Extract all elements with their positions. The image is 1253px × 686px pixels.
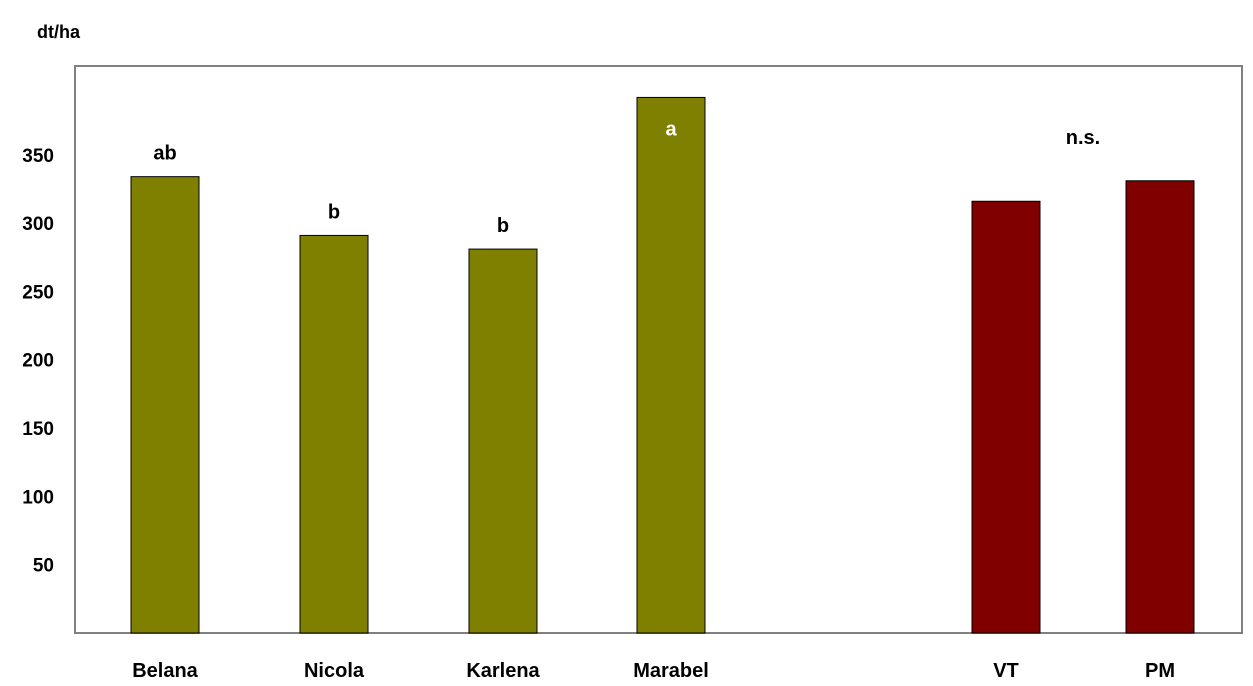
bar-pm xyxy=(1125,180,1195,634)
significance-label: ab xyxy=(153,143,176,165)
y-tick-label: 200 xyxy=(22,351,54,372)
category-label: Belana xyxy=(132,660,198,682)
y-tick-label: 350 xyxy=(22,146,54,167)
bar-nicola xyxy=(299,234,369,634)
category-labels: Belana Nicola Karlena Marabel VT PM xyxy=(132,660,1175,682)
significance-label: b xyxy=(497,215,509,237)
category-label: Karlena xyxy=(466,660,540,682)
y-axis-unit-label: dt/ha xyxy=(37,22,81,42)
bar-belana xyxy=(130,176,200,634)
bar-marabel xyxy=(636,96,706,634)
y-tick-labels: 50 100 150 200 250 300 350 xyxy=(22,146,54,577)
category-label: Marabel xyxy=(633,660,709,682)
y-tick-label: 250 xyxy=(22,282,54,303)
category-label: Nicola xyxy=(304,660,365,682)
y-tick-label: 150 xyxy=(22,419,54,440)
significance-label: a xyxy=(665,118,677,140)
y-tick-label: 50 xyxy=(33,556,54,577)
category-label: VT xyxy=(993,660,1019,682)
y-tick-label: 300 xyxy=(22,214,54,235)
significance-label: b xyxy=(328,201,340,223)
bars xyxy=(130,96,1195,634)
bar-karlena xyxy=(468,248,538,634)
group-significance-label: n.s. xyxy=(1066,127,1100,149)
bar-vt xyxy=(971,200,1041,634)
significance-labels: ab b b a n.s. xyxy=(153,118,1100,237)
category-label: PM xyxy=(1145,660,1175,682)
y-tick-label: 100 xyxy=(22,487,54,508)
